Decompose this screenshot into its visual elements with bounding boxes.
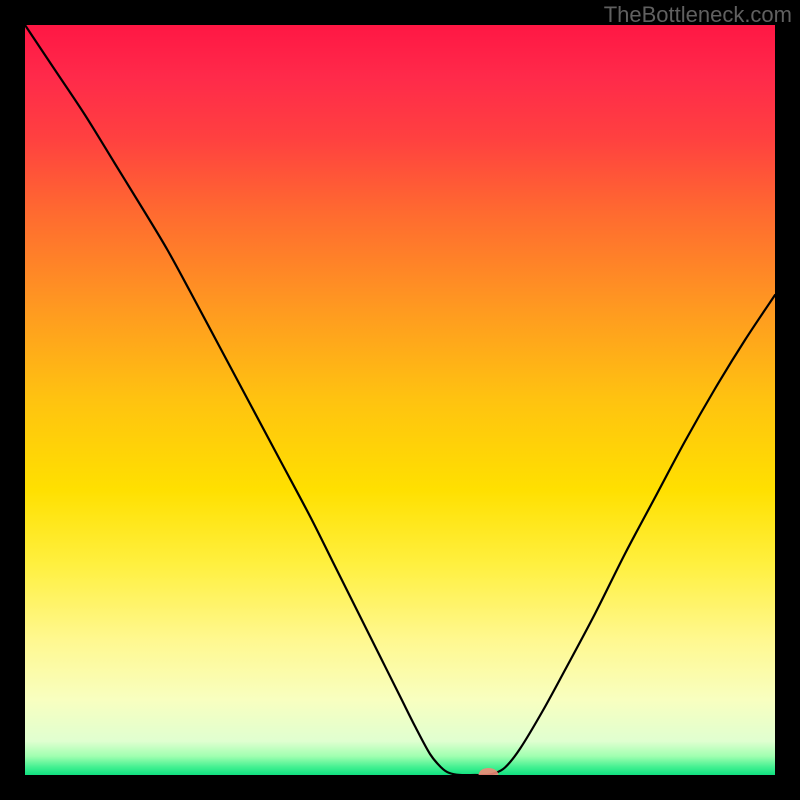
watermark-text: TheBottleneck.com <box>604 2 792 28</box>
bottleneck-chart <box>0 0 800 800</box>
chart-root: TheBottleneck.com <box>0 0 800 800</box>
plot-gradient-background <box>25 25 775 775</box>
